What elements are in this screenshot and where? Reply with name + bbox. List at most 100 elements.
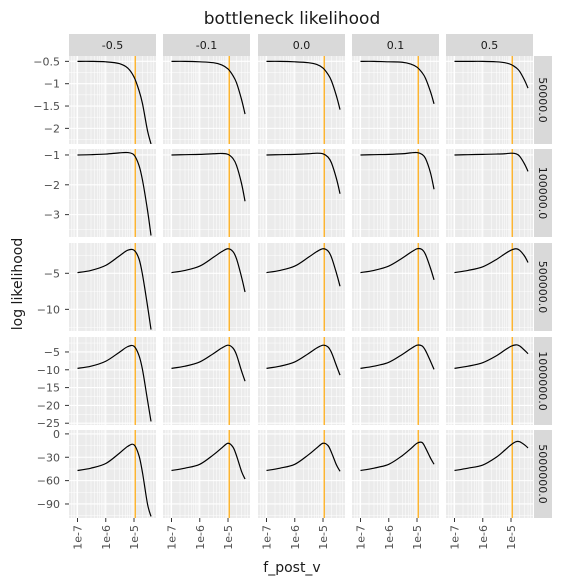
row-strip bbox=[534, 149, 552, 237]
facet-panel: 1e-7 1e-6 1e-5 bbox=[69, 430, 156, 550]
series-line bbox=[454, 440, 529, 472]
x-tick-label: 1e-6 bbox=[289, 525, 302, 550]
facet-panel: 1e-7 1e-6 1e-5 bbox=[258, 430, 345, 550]
x-tick-label: 1e-7 bbox=[449, 525, 462, 550]
series-line bbox=[454, 248, 529, 274]
y-tick-label: 0 bbox=[53, 428, 60, 441]
facet-panel bbox=[446, 149, 533, 237]
y-tick-label: −20 bbox=[37, 399, 60, 412]
panel-background bbox=[258, 149, 345, 237]
facet-panel bbox=[352, 56, 439, 144]
y-tick-label: −1 bbox=[44, 78, 60, 91]
panel-background bbox=[352, 149, 439, 237]
col-strip-label: 0.5 bbox=[481, 39, 499, 52]
facet-grid: -0.5 -0.1 0.0 0.1 0.5 50000.0 −0.5 −1 −1.5 −2 1000… bbox=[33, 34, 552, 550]
facet-panel bbox=[69, 56, 156, 144]
panel-background bbox=[258, 243, 345, 331]
row-strip bbox=[534, 430, 552, 518]
series-line bbox=[77, 443, 152, 517]
row-strip-label: 500000.0 bbox=[536, 261, 549, 314]
y-tick-label: −1.5 bbox=[33, 100, 60, 113]
panel-background bbox=[163, 337, 250, 425]
panel-background bbox=[446, 337, 533, 425]
panel-background bbox=[163, 430, 250, 518]
row-strip bbox=[534, 56, 552, 144]
series-line bbox=[77, 151, 152, 236]
x-tick-label: 1e-6 bbox=[477, 525, 490, 550]
panel-background bbox=[163, 149, 250, 237]
panel-background bbox=[258, 430, 345, 518]
y-tick-label: −15 bbox=[37, 382, 60, 395]
x-tick-label: 1e-7 bbox=[355, 525, 368, 550]
row-strip-label: 5000000.0 bbox=[536, 444, 549, 504]
series-line bbox=[360, 247, 435, 280]
panel-background bbox=[446, 149, 533, 237]
y-tick-label: −1 bbox=[44, 149, 60, 162]
row-strip-label: 1000000.0 bbox=[536, 351, 549, 411]
series-line bbox=[360, 60, 435, 104]
chart-title: bottleneck likelihood bbox=[204, 9, 381, 29]
facet-panel bbox=[258, 337, 345, 425]
panel-background bbox=[163, 243, 250, 331]
facet-panel bbox=[163, 243, 250, 331]
series-line bbox=[454, 344, 529, 369]
x-tick-label: 1e-5 bbox=[505, 525, 518, 550]
series-line bbox=[171, 248, 246, 293]
col-strip bbox=[163, 34, 250, 56]
series-line bbox=[171, 344, 246, 382]
x-tick-label: 1e-5 bbox=[128, 525, 141, 550]
y-tick-label: −2 bbox=[44, 122, 60, 135]
y-tick-label: −25 bbox=[37, 417, 60, 430]
facet-panel bbox=[69, 149, 156, 237]
y-tick-label: −0.5 bbox=[33, 55, 60, 68]
facet-panel bbox=[69, 243, 156, 331]
panel-background bbox=[258, 56, 345, 144]
col-strip bbox=[258, 34, 345, 56]
panel-background bbox=[69, 149, 156, 237]
facet-panel bbox=[352, 337, 439, 425]
series-line bbox=[171, 152, 246, 202]
series-line bbox=[266, 152, 341, 194]
x-axis-title: f_post_v bbox=[263, 560, 320, 576]
facet-panel: 1e-7 1e-6 1e-5 bbox=[352, 430, 439, 550]
series-line bbox=[266, 442, 341, 472]
series-line bbox=[360, 441, 435, 472]
facet-panel bbox=[163, 56, 250, 144]
y-tick-label: −90 bbox=[37, 498, 60, 511]
y-tick-label: −2 bbox=[44, 179, 60, 192]
col-strip-label: 0.0 bbox=[293, 39, 311, 52]
panel-background bbox=[69, 243, 156, 331]
row-strip bbox=[534, 243, 552, 331]
x-tick-label: 1e-7 bbox=[261, 525, 274, 550]
facet-panel bbox=[352, 243, 439, 331]
panel-background bbox=[69, 430, 156, 518]
x-tick-label: 1e-5 bbox=[411, 525, 424, 550]
series-line bbox=[171, 442, 246, 480]
panel-background bbox=[258, 337, 345, 425]
col-strip-label: -0.1 bbox=[196, 39, 217, 52]
facet-panel bbox=[163, 149, 250, 237]
x-tick-label: 1e-6 bbox=[100, 525, 113, 550]
series-line bbox=[171, 60, 246, 115]
x-tick-label: 1e-7 bbox=[166, 525, 179, 550]
series-line bbox=[77, 344, 152, 422]
x-tick-label: 1e-5 bbox=[317, 525, 330, 550]
facet-panel bbox=[352, 149, 439, 237]
y-tick-label: −3 bbox=[44, 209, 60, 222]
y-tick-label: −5 bbox=[44, 267, 60, 280]
row-strip-label: 50000.0 bbox=[536, 77, 549, 123]
panel-background bbox=[163, 56, 250, 144]
facet-panel: 1e-7 1e-6 1e-5 bbox=[163, 430, 250, 550]
series-line bbox=[266, 344, 341, 376]
x-tick-label: 1e-5 bbox=[222, 525, 235, 550]
series-line bbox=[360, 344, 435, 370]
panel-background bbox=[352, 56, 439, 144]
y-tick-label: −5 bbox=[44, 346, 60, 359]
y-axis-title: log likelihood bbox=[10, 238, 26, 330]
series-line bbox=[77, 60, 152, 144]
panel-background bbox=[446, 430, 533, 518]
facet-panel bbox=[258, 56, 345, 144]
col-strip bbox=[352, 34, 439, 56]
panel-background bbox=[69, 337, 156, 425]
